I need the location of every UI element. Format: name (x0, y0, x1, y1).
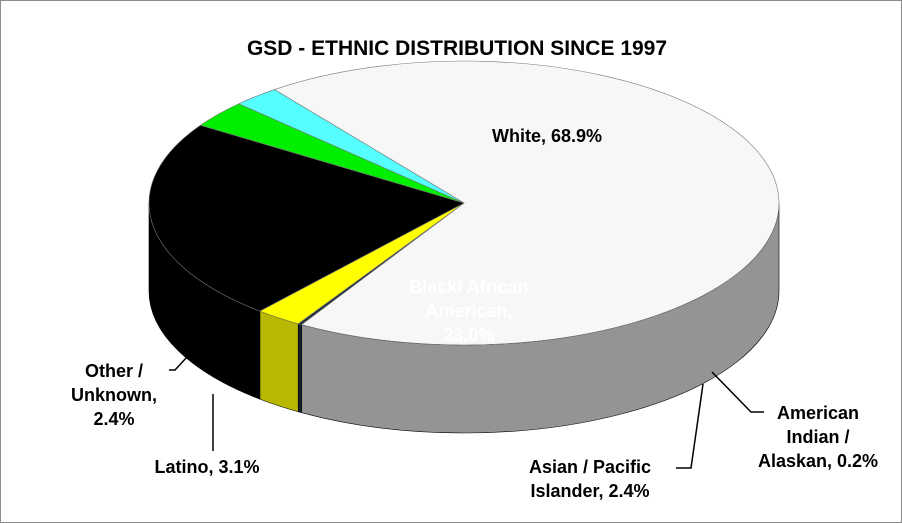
pie-slice-white (273, 60, 780, 346)
leader-other-unknown (169, 356, 188, 371)
label-other-unknown-line-3: 2.4% (93, 409, 134, 429)
pie-wall-asian-pacific-islander (259, 310, 299, 413)
label-asian-pacific-islander-line-1: Asian / Pacific (529, 457, 651, 477)
label-asian-pacific-islander-line-2: Islander, 2.4% (530, 481, 649, 501)
label-black-african-american-line-3: 23.0% (443, 325, 494, 345)
leader-american-indian-alaskan (711, 371, 764, 413)
leader-lines (169, 356, 764, 469)
label-latino-line-1: Latino, 3.1% (154, 457, 259, 477)
leader-asian-pacific-islander (676, 383, 704, 469)
label-black-african-american-line-2: American, (425, 301, 512, 321)
pie-wall-american-indian-alaskan (297, 323, 302, 414)
label-american-indian-alaskan-line-1: American (777, 403, 859, 423)
label-american-indian-alaskan-line-3: Alaskan, 0.2% (758, 451, 878, 471)
label-american-indian-alaskan-line-2: Indian / (787, 427, 850, 447)
pie-side-walls (148, 202, 780, 434)
pie-slice-black-african-american (148, 124, 465, 312)
slice-labels: White, 68.9% Black/ African American, 23.0%… (71, 126, 878, 501)
label-black-african-american-line-1: Black/ African (409, 277, 528, 297)
pie-top-faces (148, 60, 780, 346)
chart-title: GSD - ETHNIC DISTRIBUTION SINCE 1997 (247, 37, 667, 60)
label-other-unknown-line-1: Other / (85, 361, 143, 381)
label-white-line-1: White, 68.9% (492, 126, 602, 146)
pie-slice-other-unknown (238, 89, 465, 204)
label-other-unknown-line-2: Unknown, (71, 385, 157, 405)
